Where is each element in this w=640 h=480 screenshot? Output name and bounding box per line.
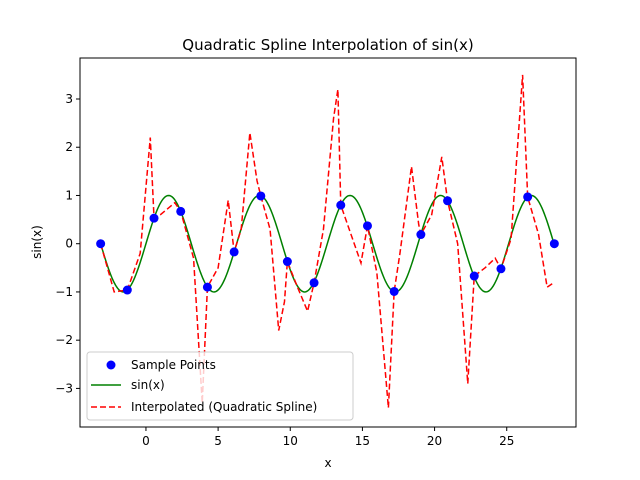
sample-point [336, 200, 346, 210]
sample-point [362, 221, 372, 231]
y-tick-label: 0 [65, 237, 73, 251]
sample-point [202, 282, 212, 292]
x-axis-label: x [324, 456, 331, 470]
sample-point [496, 264, 506, 274]
sample-point [176, 206, 186, 216]
sample-point [122, 285, 132, 295]
sample-point [389, 286, 399, 296]
y-axis: −3 −2 −1 0 1 2 3 [55, 92, 80, 395]
x-tick-label: 5 [214, 434, 222, 448]
x-tick-label: 10 [283, 434, 298, 448]
x-tick-label: 25 [499, 434, 514, 448]
x-tick-label: 15 [355, 434, 370, 448]
x-tick-label: 20 [427, 434, 442, 448]
y-axis-label: sin(x) [30, 225, 44, 259]
y-tick-label: −1 [55, 285, 73, 299]
sample-point [256, 191, 266, 201]
plot-frame [79, 57, 577, 428]
sin-series [99, 194, 556, 293]
legend: Sample Points sin(x) Interpolated (Quadr… [86, 351, 354, 421]
sample-point [149, 213, 159, 223]
sample-point [443, 196, 453, 206]
sample-point [523, 192, 533, 202]
sample-point [469, 271, 479, 281]
chart-title: Quadratic Spline Interpolation of sin(x) [182, 36, 473, 54]
legend-marker-sample-points [106, 360, 116, 370]
y-tick-label: −2 [55, 333, 73, 347]
sample-point [549, 239, 559, 249]
y-tick-label: 3 [65, 92, 73, 106]
interpolated-series [99, 74, 555, 408]
sample-point [309, 278, 319, 288]
sample-point [416, 230, 426, 240]
y-tick-label: 2 [65, 140, 73, 154]
y-tick-label: 1 [65, 188, 73, 202]
legend-label-sample-points: Sample Points [131, 358, 216, 372]
interpolated-curve [99, 74, 555, 408]
sample-point [229, 247, 239, 257]
sample-points-series [96, 191, 559, 296]
x-axis: 0 5 10 15 20 25 [142, 427, 514, 448]
legend-label-sin: sin(x) [131, 378, 165, 392]
legend-box [86, 351, 354, 421]
x-tick-label: 0 [142, 434, 150, 448]
sin-curve [99, 194, 556, 293]
sample-point [282, 257, 292, 267]
sample-point [96, 239, 106, 249]
legend-label-interpolated: Interpolated (Quadratic Spline) [131, 400, 317, 414]
y-tick-label: −3 [55, 381, 73, 395]
